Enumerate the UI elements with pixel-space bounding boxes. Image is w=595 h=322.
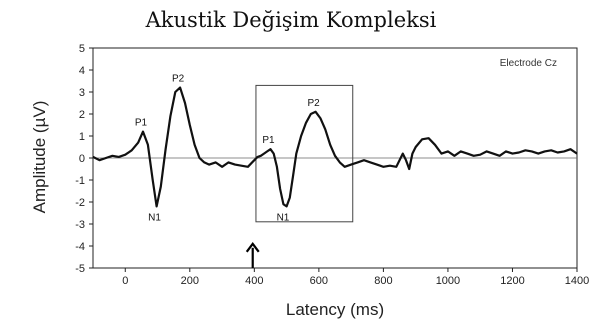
y-tick-label: 1 xyxy=(79,131,85,143)
arrow-head xyxy=(245,241,260,253)
highlight-box xyxy=(255,84,354,223)
peak-label-p1: P1 xyxy=(262,135,275,146)
electrode-label: Electrode Cz xyxy=(500,58,557,69)
stimulus-arrow xyxy=(245,241,260,268)
x-tick-label: 0 xyxy=(122,275,128,287)
peak-label-p1: P1 xyxy=(135,118,148,129)
x-tick-label: 800 xyxy=(374,275,392,287)
y-tick-label: 3 xyxy=(79,87,85,99)
x-tick-label: 400 xyxy=(245,275,263,287)
y-axis-label: Amplitude (µV) xyxy=(30,101,49,214)
chart-title: Akustik Değişim Kompleksi xyxy=(145,8,437,32)
x-tick-label: 1200 xyxy=(500,275,524,287)
y-tick-label: 4 xyxy=(79,65,85,77)
y-tick-label: -5 xyxy=(75,263,85,275)
y-tick-label: -2 xyxy=(75,197,85,209)
peak-label-n1: N1 xyxy=(277,212,290,223)
x-axis-label: Latency (ms) xyxy=(286,300,384,319)
waveform-line xyxy=(92,86,578,208)
peak-label-n1: N1 xyxy=(148,212,161,223)
x-tick-label: 200 xyxy=(181,275,199,287)
y-tick-label: 0 xyxy=(79,153,85,165)
y-tick-label: -1 xyxy=(75,175,85,187)
y-tick-label: -3 xyxy=(75,219,85,231)
y-tick-label: 2 xyxy=(79,109,85,121)
peak-label-p2: P2 xyxy=(172,74,185,85)
y-tick-label: 5 xyxy=(79,43,85,55)
x-tick-label: 1400 xyxy=(565,275,589,287)
x-tick-label: 600 xyxy=(310,275,328,287)
x-tick-label: 1000 xyxy=(436,275,460,287)
peak-label-p2: P2 xyxy=(308,98,321,109)
peak-annotations: P1 N1 P2 P1 N1 P2 xyxy=(135,74,320,224)
y-tick-label: -4 xyxy=(75,241,85,253)
axis-ticks: 0 200 400 600 800 1000 1200 1400 -5 -4 -3 -2 -1 0 1 2 3 4… xyxy=(75,43,589,287)
